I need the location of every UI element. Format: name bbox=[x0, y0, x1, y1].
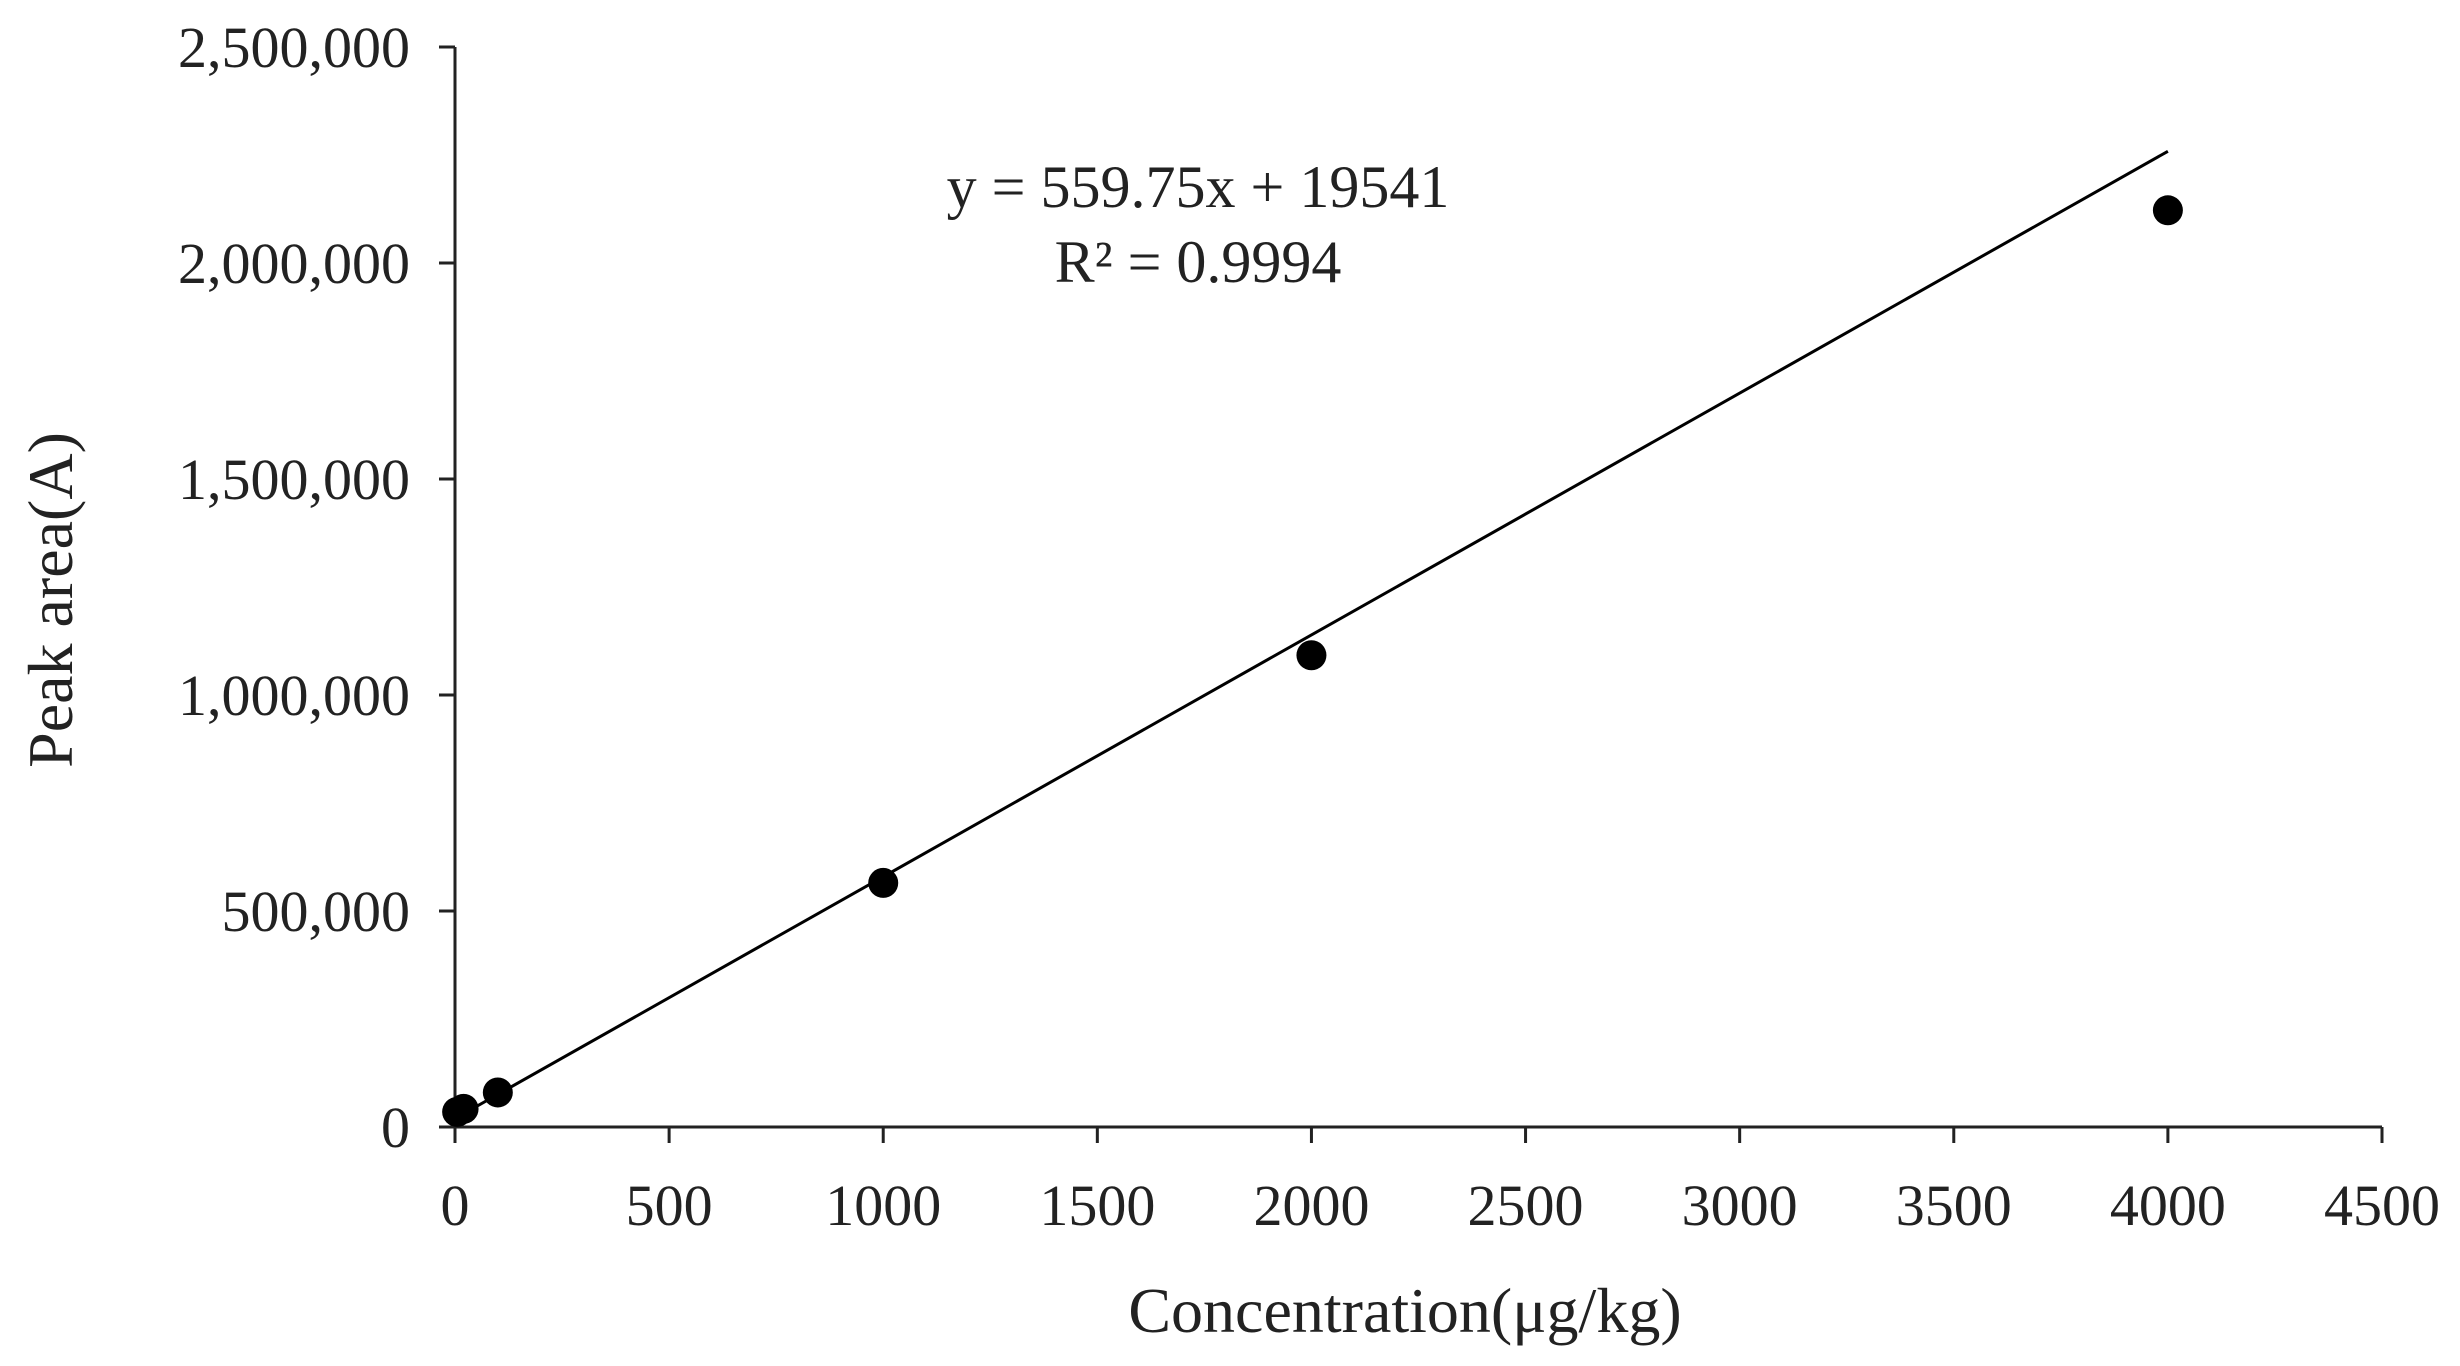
y-axis-title: Peak area(A) bbox=[15, 432, 86, 768]
x-tick-label: 2000 bbox=[1253, 1173, 1369, 1238]
x-ticks: 0 500 1000 1500 2000 2500 3000 3500 4000 4500 bbox=[441, 1127, 2440, 1238]
x-tick-label: 500 bbox=[626, 1173, 713, 1238]
axes bbox=[453, 47, 2382, 1129]
x-tick-label: 0 bbox=[441, 1173, 470, 1238]
data-point bbox=[448, 1093, 479, 1124]
x-tick-label: 3500 bbox=[1896, 1173, 2012, 1238]
trendline-group bbox=[454, 150, 2169, 1120]
r-squared-label: R² = 0.9994 bbox=[1055, 229, 1342, 295]
x-tick-label: 3000 bbox=[1682, 1173, 1798, 1238]
data-point bbox=[2152, 195, 2183, 226]
y-tick-label: 500,000 bbox=[222, 879, 411, 944]
y-tick-label: 2,500,000 bbox=[178, 15, 410, 80]
x-tick-label: 1000 bbox=[825, 1173, 941, 1238]
x-tick-label: 4000 bbox=[2110, 1173, 2226, 1238]
y-tick-label: 2,000,000 bbox=[178, 231, 410, 296]
y-ticks: 0 500,000 1,000,000 1,500,000 2,000,000 2,500… bbox=[178, 15, 455, 1160]
trendline bbox=[454, 150, 2169, 1120]
labels: y = 559.75x + 19541 R² = 0.9994 Concentr… bbox=[15, 154, 1682, 1346]
x-axis-title: Concentration(μg/kg) bbox=[1128, 1275, 1681, 1346]
y-tick-label: 1,000,000 bbox=[178, 663, 410, 728]
y-tick-label: 0 bbox=[381, 1095, 410, 1160]
y-tick-label: 1,500,000 bbox=[178, 447, 410, 512]
x-tick-label: 1500 bbox=[1039, 1173, 1155, 1238]
data-point bbox=[868, 867, 899, 898]
data-point bbox=[482, 1077, 513, 1108]
equation-label: y = 559.75x + 19541 bbox=[947, 154, 1450, 220]
x-tick-label: 2500 bbox=[1468, 1173, 1584, 1238]
x-tick-label: 4500 bbox=[2324, 1173, 2440, 1238]
data-points bbox=[442, 195, 2183, 1127]
data-point bbox=[1296, 640, 1327, 671]
